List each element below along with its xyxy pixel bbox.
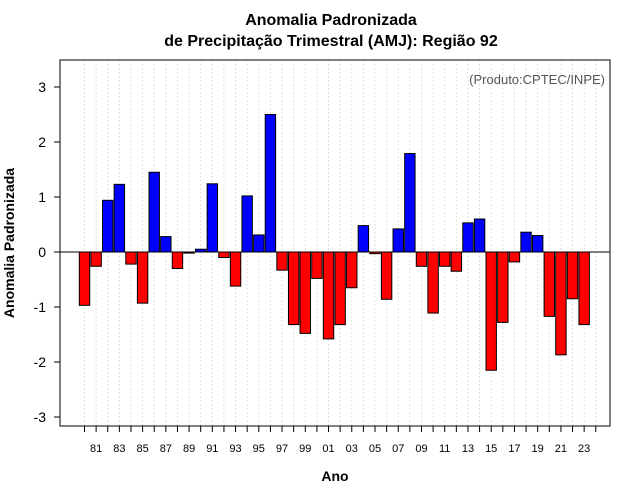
bar-1984 bbox=[125, 251, 137, 265]
bar-1990 bbox=[195, 248, 207, 253]
x-tick-label: 85 bbox=[136, 443, 148, 455]
y-tick-label: 0 bbox=[38, 244, 46, 260]
y-tick-label: 3 bbox=[38, 79, 46, 95]
bar-2011 bbox=[439, 251, 451, 267]
bar-2004 bbox=[357, 225, 370, 253]
bar-2023 bbox=[578, 251, 590, 326]
bar-2006 bbox=[380, 251, 393, 300]
bar-2013 bbox=[462, 222, 474, 253]
bar-2000 bbox=[311, 251, 323, 279]
x-tick-label: 21 bbox=[555, 443, 567, 455]
bar-1995 bbox=[253, 234, 265, 253]
y-axis-title: Anomalia Padronizada bbox=[1, 168, 17, 318]
bar-1983 bbox=[113, 183, 126, 253]
y-tick-label: 2 bbox=[38, 134, 46, 150]
chart-subtitle: de Precipitação Trimestral (AMJ): Região… bbox=[164, 33, 498, 50]
x-tick-label: 91 bbox=[206, 443, 218, 455]
bar-1989 bbox=[183, 251, 195, 254]
vertical-grid bbox=[84, 60, 597, 426]
plot-frame bbox=[59, 59, 611, 427]
bar-2019 bbox=[531, 235, 544, 253]
bar-1993 bbox=[229, 251, 242, 287]
bar-1986 bbox=[148, 171, 160, 253]
bar-1981 bbox=[90, 251, 102, 267]
y-tick-label: 1 bbox=[38, 189, 46, 205]
bar-2021 bbox=[555, 251, 567, 356]
bar-2018 bbox=[520, 231, 532, 253]
x-tick-label: 07 bbox=[392, 443, 404, 455]
y-tick-label: -2 bbox=[34, 354, 47, 370]
y-axis: -3 -2 -1 0 1 2 3 bbox=[34, 79, 60, 425]
bar-1987 bbox=[160, 236, 172, 253]
x-tick-label: 19 bbox=[532, 443, 544, 455]
x-tick-label: 87 bbox=[160, 443, 172, 455]
x-tick-label: 13 bbox=[462, 443, 474, 455]
x-tick-label: 93 bbox=[229, 443, 241, 455]
x-tick-label: 15 bbox=[485, 443, 497, 455]
bar-1992 bbox=[218, 251, 230, 258]
bar-1996 bbox=[264, 114, 277, 253]
x-axis: 81 83 85 87 89 91 93 95 97 99 01 03 05 07 09 11 13 15 17 19… bbox=[84, 426, 597, 455]
bar-2002 bbox=[334, 251, 346, 326]
bar-1994 bbox=[241, 195, 253, 253]
x-tick-label: 99 bbox=[299, 443, 311, 455]
x-tick-label: 97 bbox=[276, 443, 288, 455]
bar-2007 bbox=[392, 228, 404, 253]
x-tick-label: 23 bbox=[578, 443, 590, 455]
y-tick-label: -3 bbox=[34, 409, 47, 425]
x-tick-label: 11 bbox=[439, 443, 450, 455]
bar-2020 bbox=[543, 251, 555, 317]
bar-2010 bbox=[427, 251, 439, 314]
x-tick-label: 03 bbox=[346, 443, 358, 455]
bar-1985 bbox=[136, 251, 149, 304]
bar-1982 bbox=[102, 199, 114, 253]
bar-2012 bbox=[450, 251, 463, 272]
bar-1998 bbox=[287, 251, 300, 326]
x-tick-label: 83 bbox=[113, 443, 125, 455]
bars bbox=[78, 114, 590, 371]
bar-2016 bbox=[497, 251, 509, 323]
bar-1988 bbox=[171, 251, 184, 269]
bar-2009 bbox=[415, 251, 428, 267]
bar-2005 bbox=[369, 251, 381, 255]
bar-2003 bbox=[346, 251, 358, 289]
x-tick-label: 01 bbox=[322, 443, 334, 455]
bar-1980 bbox=[78, 251, 91, 306]
y-tick-label: -1 bbox=[34, 299, 47, 315]
bar-2014 bbox=[473, 218, 486, 253]
bar-1997 bbox=[276, 251, 288, 271]
bar-2001 bbox=[322, 251, 335, 340]
bar-2022 bbox=[566, 251, 579, 300]
x-tick-label: 95 bbox=[253, 443, 265, 455]
x-tick-label: 05 bbox=[369, 443, 381, 455]
x-tick-label: 17 bbox=[508, 443, 520, 455]
chart-title: Anomalia Padronizada bbox=[245, 12, 417, 29]
x-axis-title: Ano bbox=[321, 468, 348, 484]
bar-1991 bbox=[206, 183, 219, 253]
bar-2017 bbox=[508, 251, 521, 263]
x-tick-label: 89 bbox=[183, 443, 195, 455]
x-tick-label: 81 bbox=[90, 443, 102, 455]
bar-2008 bbox=[404, 153, 416, 253]
credit-label: (Produto:CPTEC/INPE) bbox=[469, 72, 605, 87]
bar-2015 bbox=[485, 251, 497, 371]
bar-1999 bbox=[299, 251, 311, 334]
x-tick-label: 09 bbox=[415, 443, 427, 455]
